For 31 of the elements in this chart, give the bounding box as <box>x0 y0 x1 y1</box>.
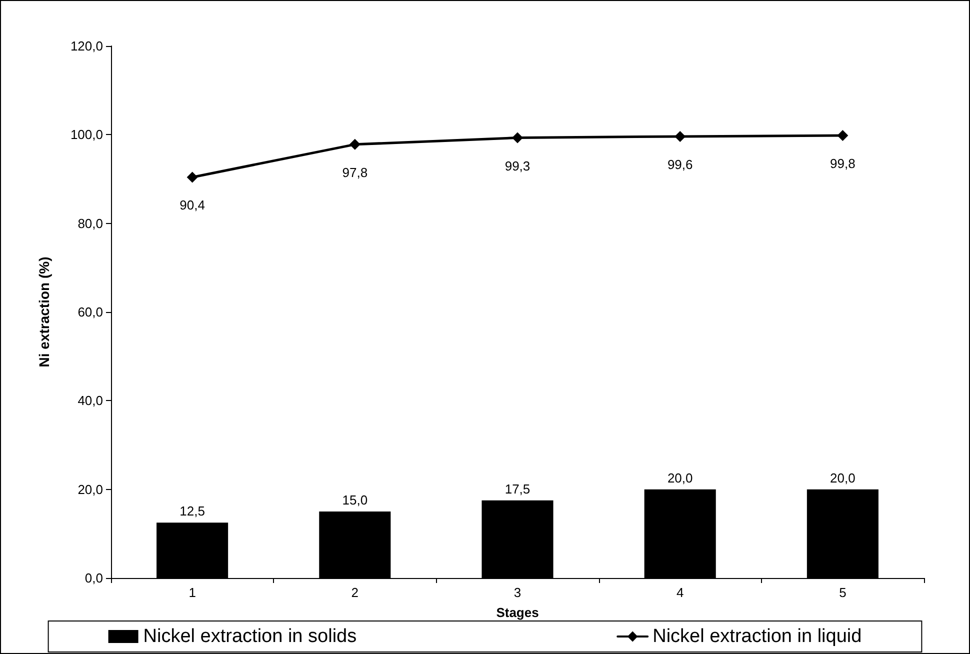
data-label: 99,3 <box>504 158 530 174</box>
point <box>837 130 848 142</box>
x-tick-label: 5 <box>839 585 846 600</box>
legend-label: Nickel extraction in liquid <box>652 626 862 647</box>
point <box>512 132 523 144</box>
data-label: 20,0 <box>667 470 693 486</box>
data-label: 99,8 <box>830 156 856 172</box>
y-axis-title: Ni extraction (%) <box>36 256 52 368</box>
x-tick-label: 4 <box>676 585 684 600</box>
data-label: 20,0 <box>830 470 856 486</box>
x-tick-label: 1 <box>188 585 196 600</box>
data-label: 99,6 <box>667 156 693 172</box>
y-tick-label: 80,0 <box>78 216 103 231</box>
y-tick-label: 100,0 <box>70 127 103 142</box>
y-tick-label: 40,0 <box>78 393 103 408</box>
point <box>349 138 360 150</box>
y-tick-label: 0,0 <box>84 570 103 586</box>
x-axis-title: Stages <box>496 605 539 620</box>
y-tick-label: 60,0 <box>78 304 103 320</box>
data-label: 97,8 <box>342 164 368 180</box>
point <box>186 172 198 183</box>
y-tick-label: 20,0 <box>78 482 103 497</box>
data-label: 15,0 <box>342 492 368 508</box>
y-tick-label: 120,0 <box>70 38 103 54</box>
data-label: 12,5 <box>180 504 205 519</box>
data-label: 90,4 <box>180 198 205 213</box>
x-tick-label: 2 <box>351 585 359 600</box>
legend-label: Nickel extraction in solids <box>143 626 357 647</box>
data-label: 17,5 <box>504 481 530 496</box>
x-tick-label: 3 <box>514 585 522 600</box>
point <box>674 130 686 142</box>
